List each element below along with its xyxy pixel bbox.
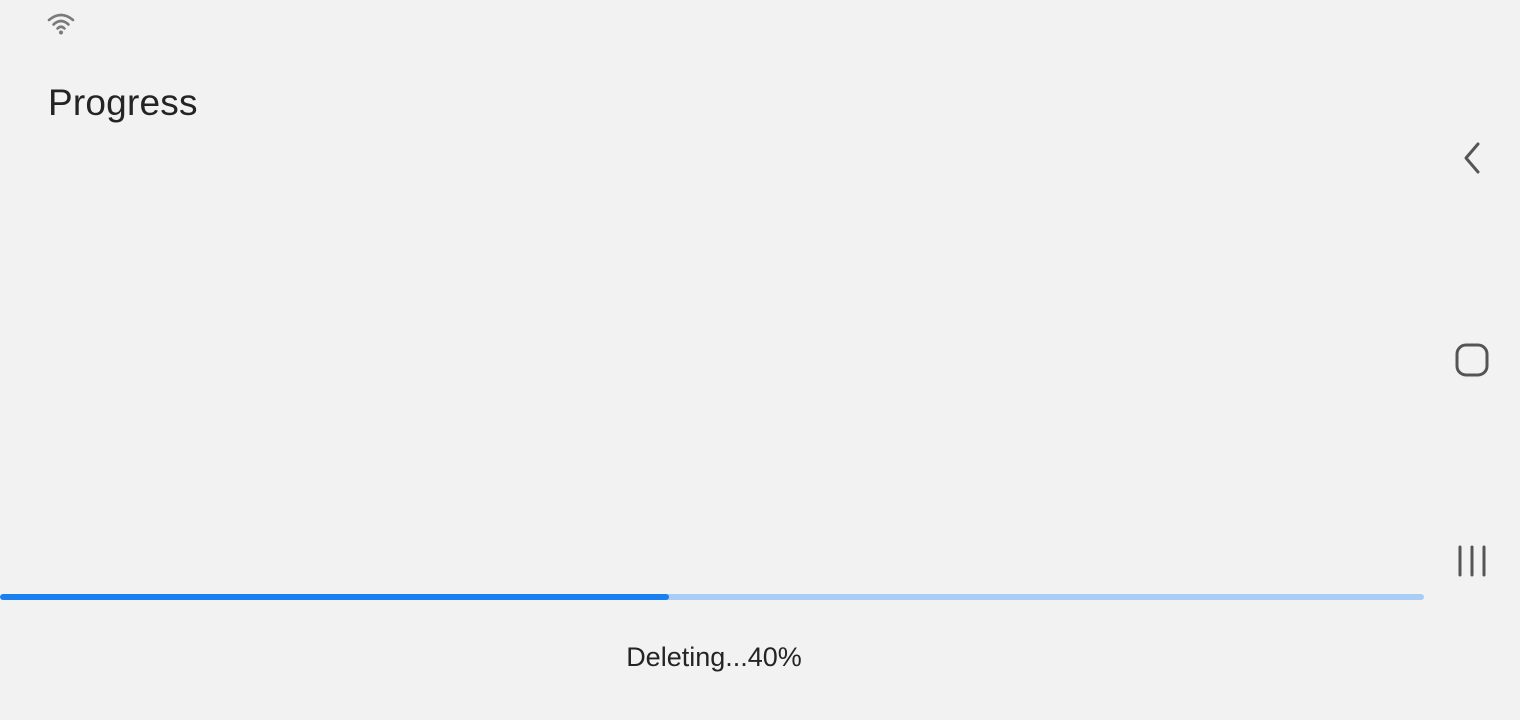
page-title: Progress bbox=[48, 82, 198, 123]
progress-bar bbox=[0, 594, 1424, 600]
recents-button[interactable] bbox=[1447, 536, 1497, 586]
progress-status-text: Deleting...40% bbox=[626, 642, 802, 672]
three-bars-icon bbox=[1458, 545, 1486, 577]
rounded-square-icon bbox=[1455, 343, 1489, 377]
back-button[interactable] bbox=[1447, 133, 1497, 183]
home-button[interactable] bbox=[1447, 335, 1497, 385]
wifi-icon bbox=[47, 13, 75, 35]
chevron-left-icon bbox=[1464, 142, 1480, 174]
status-bar bbox=[0, 0, 1440, 44]
progress-bar-fill bbox=[0, 594, 670, 600]
navigation-bar bbox=[1424, 0, 1520, 720]
